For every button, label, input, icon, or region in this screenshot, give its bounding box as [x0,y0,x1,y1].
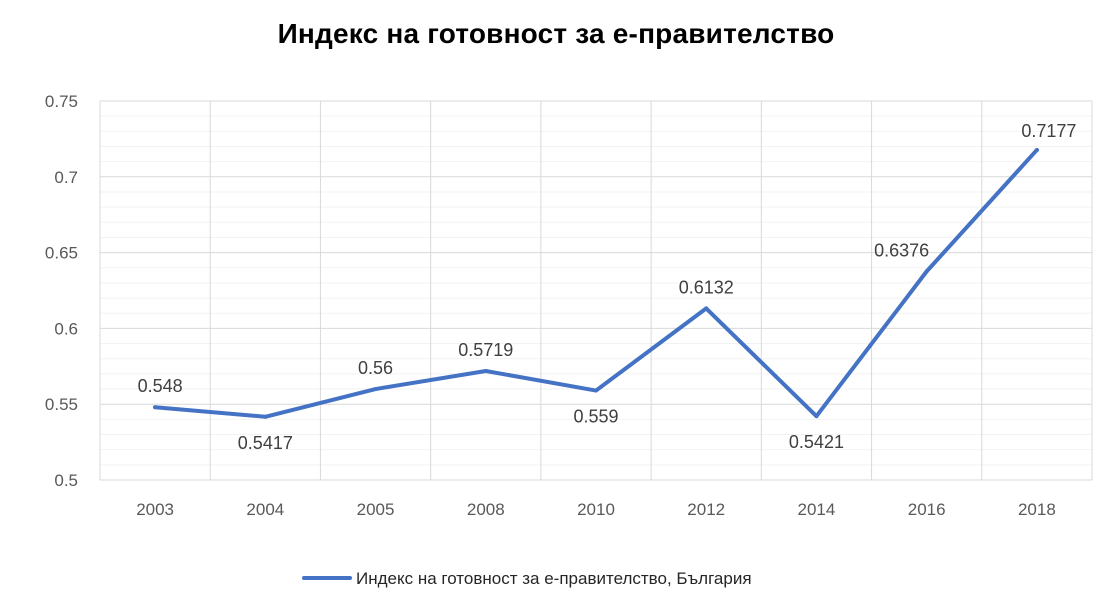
y-tick-label: 0.65 [45,244,78,263]
chart-title: Индекс на готовност за е-правителство [277,18,835,49]
x-tick-label: 2004 [246,500,284,519]
data-label: 0.548 [138,376,183,396]
legend-label: Индекс на готовност за е-правителство, Б… [356,569,752,588]
data-point [1034,147,1039,152]
data-label: 0.7177 [1021,121,1076,141]
data-point [814,414,819,419]
data-label: 0.5719 [458,340,513,360]
y-tick-label: 0.5 [54,471,78,490]
x-tick-label: 2012 [687,500,725,519]
data-point [594,388,598,393]
data-point [153,405,158,410]
x-tick-label: 2018 [1018,500,1056,519]
y-tick-label: 0.55 [45,395,78,414]
data-label: 0.56 [358,358,393,378]
y-tick-label: 0.7 [54,168,78,187]
x-tick-label: 2010 [577,500,615,519]
data-label: 0.6376 [874,240,929,260]
x-tick-label: 2005 [357,500,395,519]
data-label: 0.6132 [679,277,734,297]
data-point [924,269,929,274]
data-point [373,387,378,392]
data-label: 0.5421 [789,432,844,452]
data-label: 0.559 [573,407,618,427]
x-tick-label: 2008 [467,500,505,519]
y-tick-label: 0.6 [54,319,78,338]
x-tick-label: 2003 [136,500,174,519]
x-tick-label: 2016 [908,500,946,519]
data-label: 0.5417 [238,433,293,453]
data-point [263,414,268,419]
x-tick-label: 2014 [798,500,836,519]
data-point [704,306,709,311]
y-tick-label: 0.75 [45,92,78,111]
data-point [483,368,488,373]
